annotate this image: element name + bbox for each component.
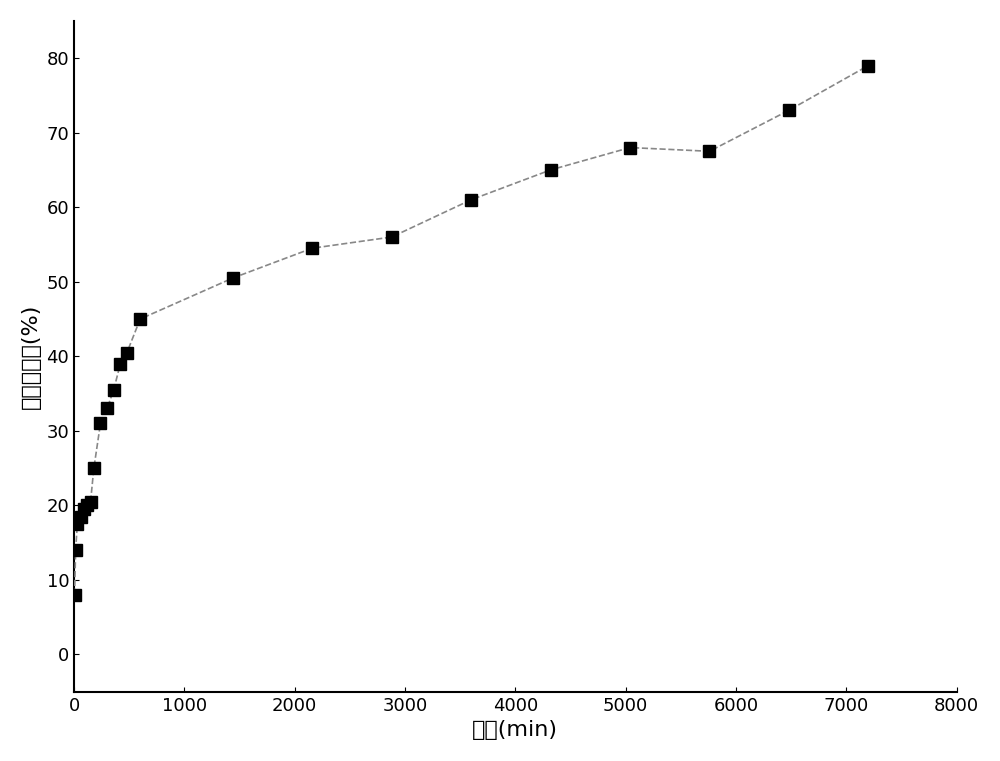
X-axis label: 时间(min): 时间(min): [472, 720, 558, 740]
Y-axis label: 药物释放量(%): 药物释放量(%): [21, 304, 41, 409]
